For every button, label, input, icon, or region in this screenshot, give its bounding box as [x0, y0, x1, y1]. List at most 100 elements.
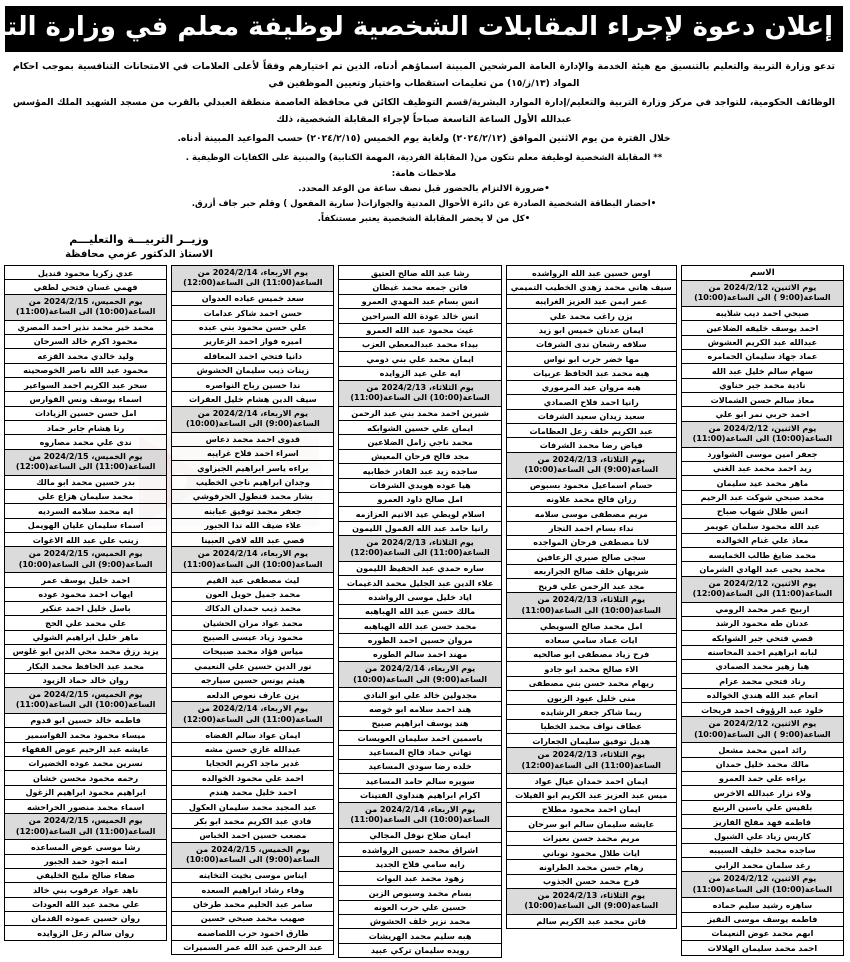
- candidate-name-cell: صفاء صالح مليح الخليفي: [6, 868, 168, 884]
- candidate-name-cell: حسام اسماعيل محمود بسبوص: [507, 478, 677, 493]
- candidate-name-cell: هبه محمد عبد الحافظ عربيات: [507, 366, 677, 381]
- candidate-name-cell: يزيد رزق محمد محي الدين ابو غلوس: [6, 644, 168, 660]
- candidate-name-cell: فهمي غسان فتحي لطفي: [6, 280, 168, 295]
- candidate-name-cell: جعفر محمد توفيق عبابنه: [173, 504, 335, 519]
- candidate-name-cell: رنا هشام جابر حماد: [6, 421, 168, 436]
- candidate-name-cell: محمد ناجي زامل الضلاعين: [340, 435, 502, 450]
- interview-time-slot: يوم الاربعاء، 2024/2/14 من الساعة(11:00)…: [173, 266, 335, 292]
- candidate-name-cell: احمد علي محمود الخوالده: [173, 771, 335, 786]
- interview-time-slot: يوم الاربعاء، 2024/2/14 من الساعة(9:00) …: [173, 406, 335, 433]
- candidate-name-cell: سامر عبد الحليم محمد طرخان: [173, 897, 335, 912]
- candidate-name-cell: علاء ضيف الله ندا الجبور: [173, 518, 335, 534]
- candidate-name-cell: رانيا حامد عبد الله القمول الليمون: [340, 521, 502, 536]
- candidate-name-cell: احمد خليل يوسف عمر: [6, 573, 168, 588]
- interview-time-slot: يوم الثلاثاء، 2024/2/13 من الساعة(11:00)…: [340, 535, 502, 562]
- candidate-name-cell: هيا عوده هويدي الشرفات: [340, 478, 502, 493]
- candidate-name-cell: اسماء يوسف ونس الفوارس: [6, 392, 168, 407]
- candidate-name-cell: روان خالد حماد الزيود: [6, 673, 168, 689]
- candidate-name-cell: عطاف نواف محمد الخطبا: [507, 719, 677, 735]
- candidate-name-cell: محمد جميل حويل العون: [173, 587, 335, 602]
- interview-time-slot: يوم الاربعاء، 2024/2/14 من الساعة(10:00)…: [340, 802, 502, 829]
- intro-line-1: تدعو وزارة التربية والتعليم بالتنسيق مع …: [14, 60, 836, 89]
- candidate-name-cell: ميس عبد العزيز عبد الكريم ابو الفيلات: [507, 788, 677, 803]
- candidate-name-cell: رائد امين محمد مشعل: [682, 743, 844, 758]
- candidate-name-cell: مجدولين خالد علي ابو النادي: [340, 688, 502, 703]
- candidate-name-cell: فياض رضا محمد الشرفات: [507, 438, 677, 453]
- candidate-name-cell: مهند احمد سالم الطوره: [340, 647, 502, 663]
- candidate-name-cell: احمد يوسف خليفه الضلاعين: [682, 321, 844, 336]
- candidate-name-cell: فاطمه خالد حسين ابو قدوم: [6, 713, 168, 729]
- candidate-name-cell: سيف الدين هشام خليل العقرات: [173, 392, 335, 407]
- table-column: يوم الاربعاء، 2024/2/14 من الساعة(11:00)…: [172, 265, 336, 956]
- candidate-name-cell: عبد الكريم خلف زعل العظامات: [507, 424, 677, 439]
- candidate-name-cell: سويره سالم حامد المساعيد: [340, 774, 502, 789]
- important-notes: ملاحظات هامة: •ضرورة الالتزام بالحضور قب…: [0, 163, 850, 227]
- candidate-name-cell: براءه علي حمد العمرو: [682, 771, 844, 787]
- candidate-name-cell: نادية محمد جبر حناوي: [682, 378, 844, 394]
- candidate-name-cell: ريما شاكر جعفر الرشايده: [507, 705, 677, 720]
- candidate-name-cell: سعد خميس عياده العدوان: [173, 291, 335, 307]
- candidate-name-cell: فاطمه يوسف موسى النقيز: [682, 912, 844, 927]
- candidate-name-cell: رحمه محمود محسن خشان: [6, 771, 168, 786]
- candidate-name-cell: ساره حمدي عبد الحفيظ الليمون: [340, 561, 502, 577]
- candidate-name-cell: بيداء محمد عبدالمعطي العزب: [340, 337, 502, 353]
- table-column: عدي زكريا محمود قنديل فهمي غسان فتحي لطفي…: [5, 265, 169, 941]
- candidate-name-cell: وفاء رشاد ابراهيم السعده: [173, 883, 335, 898]
- interview-time-slot: يوم الاربعاء، 2024/2/14 من الساعة(9:00) …: [340, 662, 502, 689]
- candidate-name-cell: ايمان علي حسين الشوابكه: [340, 421, 502, 436]
- candidate-name-cell: زهود محمد عبد البوات: [340, 871, 502, 887]
- candidate-name-cell: روان سالم زعل الزوايده: [6, 926, 168, 940]
- interview-time-slot: يوم الخميس، 2024/2/15 من الساعة(10:00) ا…: [6, 294, 168, 321]
- candidate-name-cell: هند احمد سلامه ابو خوصه: [340, 702, 502, 717]
- candidate-name-cell: اسلام لويطي عيد الاتيم العزازمه: [340, 507, 502, 522]
- note-item-2: •احضار البطاقة الشخصية الصادرة عن دائرة …: [192, 199, 658, 210]
- candidate-name-cell: عبدالله عبد الكريم العشوش: [682, 335, 844, 350]
- candidate-name-cell: حسين علي حرب العونه: [340, 900, 502, 915]
- candidate-name-cell: منى خليل عبود الزبون: [507, 691, 677, 706]
- candidate-name-cell: الاء صالح محمد ابو جادو: [507, 662, 677, 677]
- candidate-name-cell: قصي عبد الله لافي العبينا: [173, 533, 335, 548]
- interview-time-slot: يوم الثلاثاء، 2024/2/13 من الساعة(9:00) …: [507, 452, 677, 479]
- intro-line-2: الوظائف الحكومية، للتواجد في مركز وزارة …: [14, 96, 836, 125]
- candidate-name-cell: لبابه ابراهيم احمد المحاسنه: [682, 645, 844, 660]
- candidate-name-cell: سلافه رشعان ندى الشرفات: [507, 337, 677, 353]
- candidate-name-cell: رايه سامي فلاح الجديد: [340, 857, 502, 872]
- candidate-name-cell: ريهام محمد حسن بني مصطفى: [507, 676, 677, 691]
- candidate-name-cell: امنه اجود حمد الجبور: [6, 854, 168, 869]
- candidate-name-cell: هبه مروان عيد المرموري: [507, 380, 677, 396]
- candidate-name-cell: ايات عماد سامي سعاده: [507, 633, 677, 648]
- signature-name: الاستاذ الدكتور عزمي محافظة: [66, 249, 214, 261]
- candidate-name-cell: دانيا فتحي احمد المعاقله: [173, 349, 335, 364]
- interview-time-slot: يوم الاثنين، 2024/2/12 من الساعة(9:00 ) …: [682, 281, 844, 307]
- candidate-name-cell: عدنان طه محمود الرشد: [682, 616, 844, 632]
- candidate-name-cell: مريم محمد حسن بعيرات: [507, 831, 677, 847]
- candidate-name-cell: مصعب حسين احمد الخباس: [173, 828, 335, 844]
- candidate-name-cell: فرح زياد مصطفى ابو صالحيه: [507, 647, 677, 663]
- candidate-name-cell: مريم مصطفى موسى سلامه: [507, 507, 677, 522]
- interview-time-slot: يوم الاثنين، 2024/2/12 من الساعة(11:00) …: [682, 576, 844, 603]
- candidate-name-cell: اكرام ابراهيم هنداوي الفتينات: [340, 788, 502, 803]
- candidate-name-cell: كاريس زياد علي الشبول: [682, 829, 844, 844]
- candidate-name-cell: نور الدين حسين علي النعيمي: [173, 659, 335, 674]
- candidate-name-cell: ندى علي محمد مصاروه: [6, 435, 168, 450]
- candidate-name-cell: رانيا احمد فلاح الصمادي: [507, 395, 677, 410]
- candidate-name-cell: احمد خليل محمد هندم: [173, 785, 335, 800]
- candidate-name-cell: احمد محمد سليمان الهلالات: [682, 941, 844, 955]
- candidate-name-cell: محمد يحيى عبد الهادي الشرمان: [682, 562, 844, 577]
- candidate-name-cell: انس خالد عودة الله السراحين: [340, 309, 502, 324]
- candidate-name-cell: محمد نزير خلف الحشوش: [340, 914, 502, 930]
- candidate-name-cell: هديل توفيق سليمان الجعارات: [507, 734, 677, 749]
- candidate-name-cell: مالك حسن عبد الله الهباهبه: [340, 604, 502, 620]
- candidate-name-cell: انس بسام عبد المهدي العمرو: [340, 294, 502, 310]
- candidate-name-cell: امل حسن حسين الزيادات: [6, 406, 168, 422]
- announcement-banner: إعلان دعوة لإجراء المقابلات الشخصية لوظي…: [0, 6, 844, 52]
- candidate-name-cell: وجدان ابراهيم ناجي الخطيب: [173, 475, 335, 490]
- candidate-name-cell: علي محمد عبد الله العودات: [6, 897, 168, 912]
- candidate-name-cell: جعفر امين موسى الشواورد: [682, 447, 844, 462]
- candidates-table: الاسم يوم الاثنين، 2024/2/12 من الساعة(9:…: [0, 265, 850, 962]
- table-column: الاسم يوم الاثنين، 2024/2/12 من الساعة(9:…: [681, 265, 845, 956]
- candidate-name-cell: بلقيس علي ياسين الربيع: [682, 800, 844, 815]
- candidate-name-cell: انعام عبد الله هندي الخوالده: [682, 688, 844, 704]
- candidate-name-cell: سعيد زيدان سعيد الشرفات: [507, 409, 677, 425]
- candidate-name-cell: نداء بسام احمد النجار: [507, 521, 677, 536]
